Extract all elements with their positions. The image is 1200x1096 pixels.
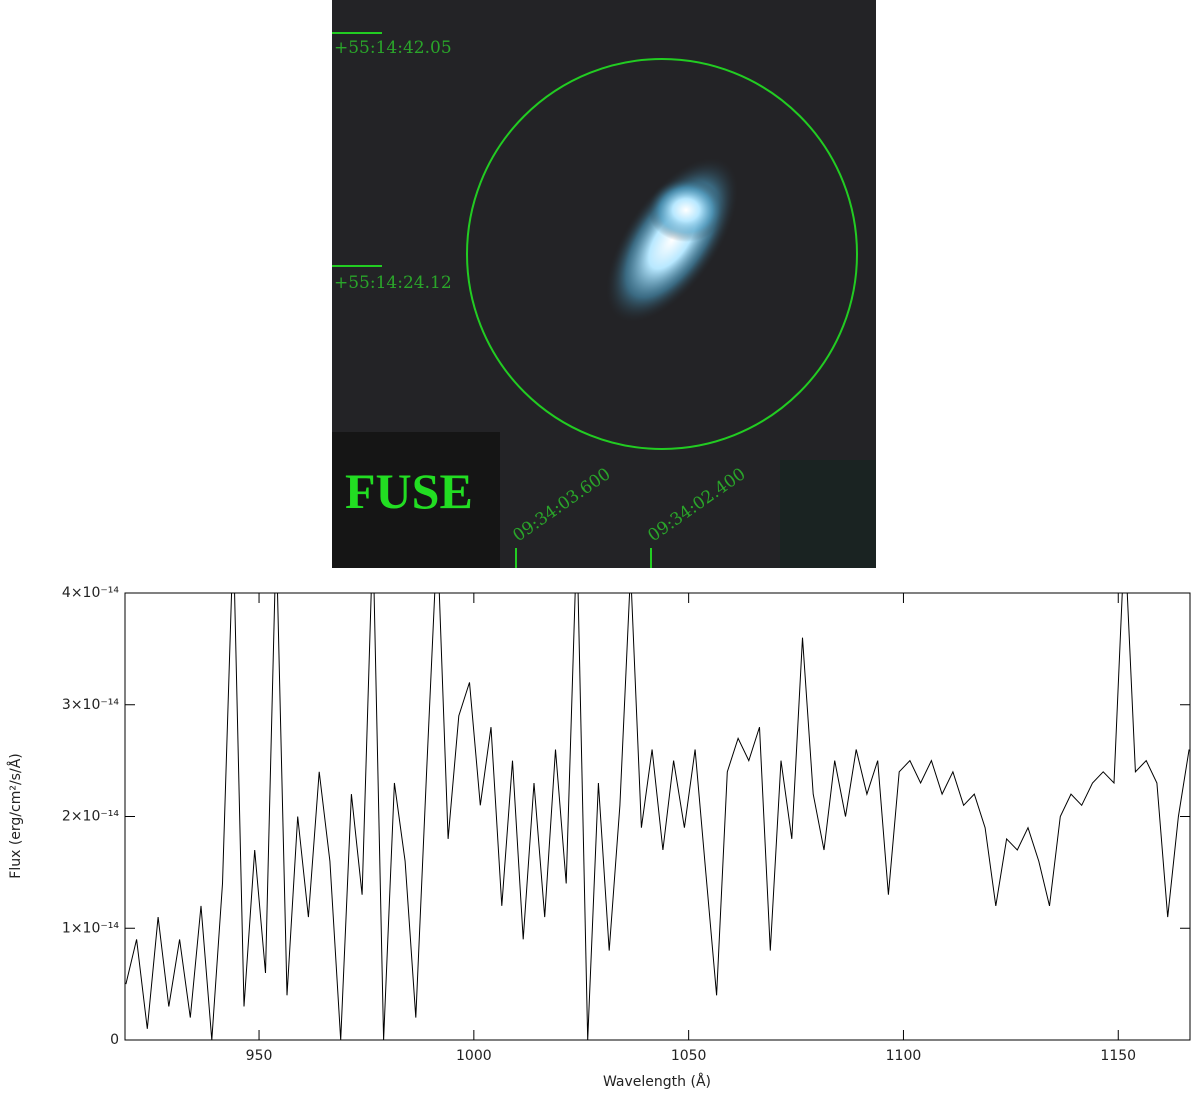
x-tick-label: 1150 xyxy=(1100,1048,1136,1064)
dec-label: +55:14:42.05 xyxy=(334,38,452,58)
x-tick-label: 1000 xyxy=(456,1048,492,1064)
y-tick-label: 4×10⁻¹⁴ xyxy=(62,585,119,601)
x-tick-label: 950 xyxy=(246,1048,273,1064)
y-tick-label: 1×10⁻¹⁴ xyxy=(62,920,119,936)
galaxy-core xyxy=(648,178,724,242)
y-axis-label: Flux (erg/cm²/s/Å) xyxy=(7,753,24,878)
x-tick-label: 1050 xyxy=(671,1048,707,1064)
plot-frame xyxy=(124,592,1191,1041)
image-panel xyxy=(780,460,876,568)
aperture-circle xyxy=(466,58,858,450)
x-axis-label: Wavelength (Å) xyxy=(603,1073,711,1090)
image-panel xyxy=(332,432,500,568)
x-tick-label: 1100 xyxy=(886,1048,922,1064)
spectrum-line xyxy=(125,593,1190,1040)
sky-image: +55:14:42.05 +55:14:24.12 09:34:03.600 0… xyxy=(332,0,876,568)
spectrum-chart: Wavelength (Å) Flux (erg/cm²/s/Å) 950 100… xyxy=(7,585,1191,1090)
dec-label: +55:14:24.12 xyxy=(334,273,452,293)
y-tick-label: 2×10⁻¹⁴ xyxy=(62,809,119,825)
instrument-label: FUSE xyxy=(345,463,473,519)
y-tick-label: 3×10⁻¹⁴ xyxy=(62,697,119,713)
y-tick-label: 0 xyxy=(110,1032,119,1048)
